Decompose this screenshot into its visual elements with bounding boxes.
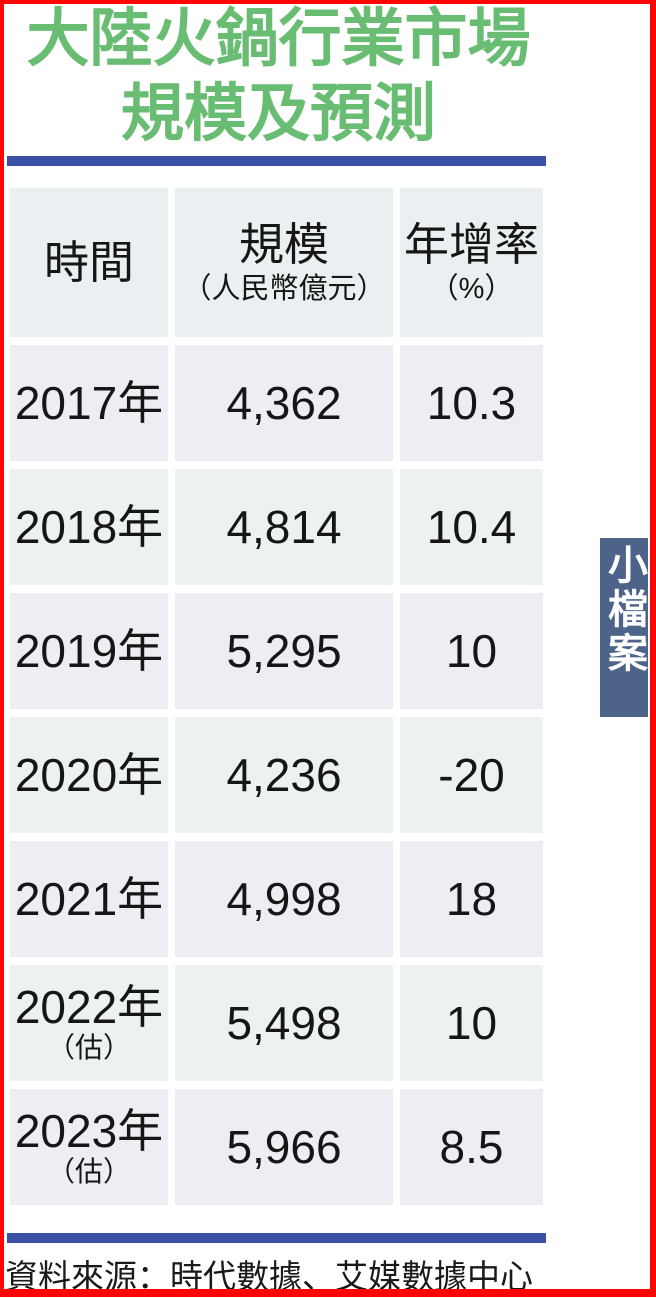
scale-value: 5,966 (226, 1121, 342, 1173)
header-label: 年增率 (403, 218, 539, 270)
title-divider-bar (7, 156, 546, 166)
side-badge: 小檔案 (600, 538, 648, 717)
table-header-row: 時間 規模 （人民幣億元） 年增率 （%） (10, 188, 543, 337)
year-value: 2020年 (14, 749, 164, 801)
scale-value: 4,814 (226, 501, 342, 553)
growth-value: 10.3 (426, 377, 517, 429)
year-value: 2017年 (14, 377, 164, 429)
table-row: 2018年 4,814 10.4 (10, 469, 543, 585)
page-title-line2: 規模及預測 (121, 79, 436, 149)
cell-scale: 5,498 (175, 965, 393, 1081)
table-row: 2017年 4,362 10.3 (10, 345, 543, 461)
growth-value: 10.4 (426, 501, 517, 553)
cell-growth: 10.4 (400, 469, 543, 585)
cell-scale: 4,362 (175, 345, 393, 461)
growth-value: 18 (445, 873, 498, 925)
header-cell-growth: 年增率 （%） (400, 188, 543, 337)
cell-time: 2017年 (10, 345, 168, 461)
cell-growth: 10.3 (400, 345, 543, 461)
cell-growth: 10 (400, 965, 543, 1081)
year-value: 2023年 (14, 1105, 164, 1157)
cell-time: 2020年 (10, 717, 168, 833)
table-row: 2021年 4,998 18 (10, 841, 543, 957)
table-row: 2022年 （估） 5,498 10 (10, 965, 543, 1081)
cell-time: 2018年 (10, 469, 168, 585)
header-sublabel: （人民幣億元） (182, 272, 386, 305)
cell-time: 2022年 （估） (10, 965, 168, 1081)
scale-value: 5,295 (226, 625, 342, 677)
year-note: （估） (46, 1032, 131, 1063)
cell-time: 2021年 (10, 841, 168, 957)
page-title: 大陸火鍋行業市場 規模及預測 (4, 2, 553, 152)
data-table: 時間 規模 （人民幣億元） 年增率 （%） 2017年 4,362 10.3 2… (10, 188, 543, 1213)
header-cell-time: 時間 (10, 188, 168, 337)
header-label: 規模 (238, 218, 329, 270)
table-row: 2020年 4,236 -20 (10, 717, 543, 833)
table-row: 2019年 5,295 10 (10, 593, 543, 709)
cell-scale: 4,236 (175, 717, 393, 833)
cell-growth: 8.5 (400, 1089, 543, 1205)
growth-value: 8.5 (439, 1121, 504, 1173)
year-value: 2018年 (14, 501, 164, 553)
cell-scale: 4,814 (175, 469, 393, 585)
cell-time: 2019年 (10, 593, 168, 709)
source-credit: 資料來源：時代數據、艾媒數據中心 (5, 1258, 533, 1295)
header-cell-scale: 規模 （人民幣億元） (175, 188, 393, 337)
year-value: 2021年 (14, 873, 164, 925)
cell-growth: 10 (400, 593, 543, 709)
growth-value: 10 (445, 625, 498, 677)
footer-divider-bar (7, 1233, 546, 1243)
cell-scale: 5,966 (175, 1089, 393, 1205)
cell-time: 2023年 （估） (10, 1089, 168, 1205)
page-title-line1: 大陸火鍋行業市場 (26, 4, 531, 74)
cell-scale: 4,998 (175, 841, 393, 957)
scale-value: 5,498 (226, 997, 342, 1049)
growth-value: -20 (438, 749, 505, 801)
year-value: 2022年 (14, 981, 164, 1033)
year-value: 2019年 (14, 625, 164, 677)
scale-value: 4,236 (226, 749, 342, 801)
cell-scale: 5,295 (175, 593, 393, 709)
scale-value: 4,362 (226, 377, 342, 429)
year-note: （估） (46, 1156, 131, 1187)
scale-value: 4,998 (226, 873, 342, 925)
growth-value: 10 (445, 997, 498, 1049)
table-row: 2023年 （估） 5,966 8.5 (10, 1089, 543, 1205)
cell-growth: 18 (400, 841, 543, 957)
cell-growth: -20 (400, 717, 543, 833)
header-label: 時間 (43, 236, 134, 288)
header-sublabel: （%） (429, 272, 514, 305)
